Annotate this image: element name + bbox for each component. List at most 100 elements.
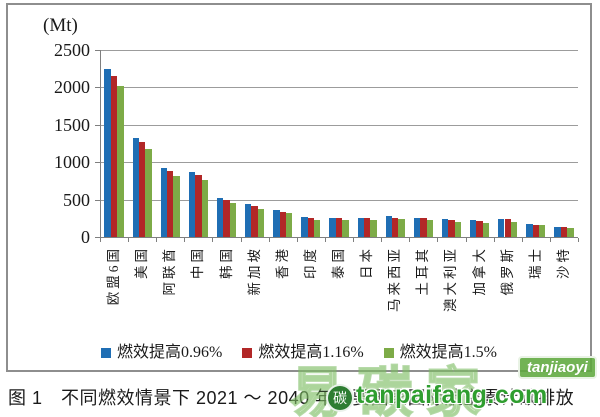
x-axis-tick (156, 238, 158, 242)
y-axis-tick-label: 500 (63, 189, 90, 210)
bar-马来西亚-燃效提高1.5% (398, 218, 405, 237)
bar-土耳其-燃效提高1.16% (420, 218, 427, 237)
y-axis-tick-label: 0 (81, 227, 90, 247)
x-axis-category-label: 土耳其 (415, 246, 431, 296)
gridline-2000 (100, 87, 578, 89)
bar-泰国-燃效提高1.16% (335, 217, 343, 237)
legend-swatch-icon (383, 348, 394, 358)
x-axis-tick (353, 238, 355, 242)
x-axis-tick (184, 238, 186, 242)
y-axis-tick (95, 199, 100, 201)
bar-澳大利亚-燃效提高0.96% (441, 219, 449, 237)
bar-新加坡-燃效提高1.16% (251, 206, 258, 237)
y-axis-tick-label: 1000 (54, 152, 90, 173)
x-axis-tick (128, 238, 130, 242)
x-axis-category-label: 美国 (134, 246, 150, 279)
bar-加拿大-燃效提高1.16% (476, 220, 483, 237)
bar-沙特-燃效提高1.5% (567, 227, 574, 237)
y-axis-tick (95, 124, 100, 126)
bar-新加坡-燃效提高1.5% (257, 208, 265, 237)
legend-label: 燃效提高1.16% (258, 344, 364, 361)
bar-马来西亚-燃效提高1.16% (392, 217, 399, 237)
x-axis-category-label: 瑞士 (527, 246, 543, 279)
legend-swatch-icon (242, 348, 253, 358)
gridline-1500 (100, 124, 578, 126)
x-axis-category-label: 加拿大 (471, 246, 487, 296)
y-axis-tick-label: 1500 (54, 114, 90, 135)
y-axis-line (100, 50, 101, 238)
gridline-2500 (100, 50, 578, 51)
bar-澳大利亚-燃效提高1.16% (448, 219, 455, 237)
bar-美国-燃效提高1.16% (138, 142, 146, 237)
bar-欧盟6国-燃效提高1.5% (117, 85, 124, 237)
legend-item: 燃效提高0.96% (100, 344, 223, 362)
gridline-500 (100, 199, 578, 201)
legend-label: 燃效提高1.5% (399, 344, 498, 361)
bar-土耳其-燃效提高1.5% (426, 219, 433, 237)
bar-瑞士-燃效提高1.16% (532, 224, 539, 237)
bar-欧盟6国-燃效提高0.96% (104, 69, 111, 237)
x-axis-tick (240, 238, 242, 242)
bar-日本-燃效提高0.96% (357, 217, 364, 237)
x-axis-category-label: 新加坡 (246, 246, 262, 296)
bar-沙特-燃效提高0.96% (554, 226, 561, 237)
y-axis-tick (95, 50, 100, 51)
bar-加拿大-燃效提高1.5% (482, 222, 490, 237)
x-axis-tick (578, 238, 579, 242)
x-axis-tick (549, 238, 551, 242)
bar-印度-燃效提高0.96% (301, 217, 308, 237)
bar-俄罗斯-燃效提高1.16% (504, 219, 511, 237)
bar-泰国-燃效提高1.5% (342, 220, 349, 237)
figure-caption: 图 1 不同燃效情景下 2021 ～ 2040 年主要国家国际航空累计碳排放 (8, 388, 575, 408)
bar-中国-燃效提高1.16% (195, 174, 202, 237)
bar-日本-燃效提高1.16% (363, 217, 371, 237)
bar-俄罗斯-燃效提高0.96% (498, 219, 505, 237)
x-axis-tick (296, 238, 298, 242)
bar-中国-燃效提高0.96% (188, 171, 196, 237)
bar-阿联酋-燃效提高1.16% (167, 171, 174, 237)
x-axis-category-label: 中国 (190, 246, 206, 279)
x-axis-tick (437, 238, 439, 242)
bar-香港-燃效提高1.5% (285, 213, 293, 237)
bar-日本-燃效提高1.5% (370, 219, 377, 237)
y-axis-tick (95, 87, 100, 89)
bar-土耳其-燃效提高0.96% (413, 217, 421, 237)
bar-澳大利亚-燃效提高1.5% (454, 222, 462, 237)
bar-瑞士-燃效提高0.96% (526, 223, 533, 237)
x-axis-tick (381, 238, 383, 242)
bar-中国-燃效提高1.5% (201, 180, 208, 237)
x-axis-tick (465, 238, 467, 242)
x-axis-category-label: 阿联酋 (162, 246, 178, 296)
x-axis-tick (100, 238, 101, 242)
bar-阿联酋-燃效提高0.96% (160, 168, 168, 237)
bar-阿联酋-燃效提高1.5% (173, 176, 180, 237)
gridline-1000 (100, 162, 578, 164)
x-axis-line (97, 237, 578, 238)
y-axis-unit-label: (Mt) (43, 15, 78, 36)
bar-沙特-燃效提高1.16% (560, 227, 568, 237)
x-axis-tick (212, 238, 214, 242)
legend-item: 燃效提高1.5% (383, 344, 498, 362)
bar-加拿大-燃效提高0.96% (469, 219, 477, 237)
bar-俄罗斯-燃效提高1.5% (510, 221, 518, 237)
x-axis-tick (409, 238, 411, 242)
bar-马来西亚-燃效提高0.96% (385, 216, 393, 237)
bar-欧盟6国-燃效提高1.16% (110, 76, 118, 237)
x-axis-tick (493, 238, 495, 242)
legend-swatch-icon (100, 348, 111, 358)
chart-frame (6, 3, 592, 372)
bar-新加坡-燃效提高0.96% (245, 204, 252, 237)
legend-label: 燃效提高0.96% (116, 344, 223, 361)
y-axis-tick (95, 162, 100, 164)
bar-韩国-燃效提高0.96% (216, 198, 224, 237)
chart-legend: 燃效提高0.96% 燃效提高1.16% 燃效提高1.5% (8, 344, 590, 362)
x-axis-category-label: 韩国 (218, 246, 234, 279)
y-axis-tick-label: 2000 (54, 77, 90, 98)
y-axis-tick-label: 2500 (54, 40, 90, 60)
x-axis-category-label: 日本 (359, 246, 375, 279)
bar-韩国-燃效提高1.5% (229, 202, 237, 237)
bar-香港-燃效提高0.96% (273, 210, 280, 237)
bar-韩国-燃效提高1.16% (223, 200, 230, 237)
bar-泰国-燃效提高0.96% (329, 217, 336, 237)
x-axis-category-label: 泰国 (331, 246, 346, 279)
